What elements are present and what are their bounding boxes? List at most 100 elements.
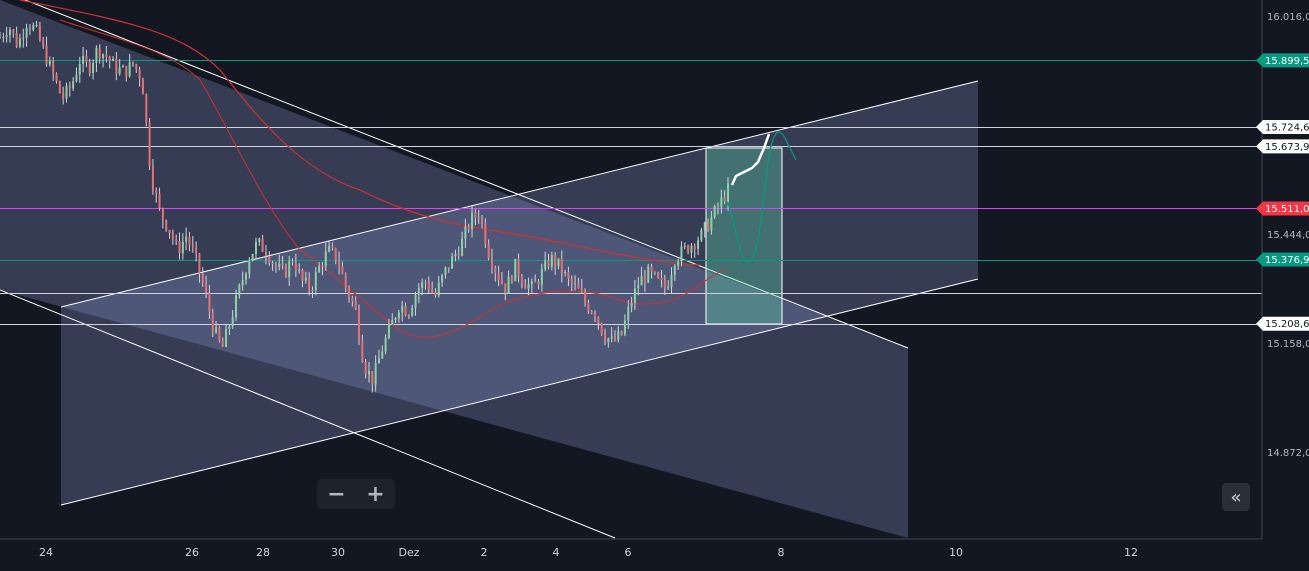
moving-averages	[19, 0, 727, 338]
y-tick-label: 15.158,00	[1267, 339, 1309, 350]
candle	[643, 270, 646, 292]
candle	[178, 232, 181, 260]
candle	[168, 229, 171, 239]
projection-layer	[725, 131, 797, 263]
candle	[447, 267, 450, 273]
candle	[112, 56, 115, 62]
candle	[590, 309, 593, 315]
candle	[328, 241, 331, 253]
candle	[171, 229, 174, 245]
zoom-out-button[interactable]: −	[327, 481, 346, 507]
candle	[271, 260, 274, 271]
candle	[387, 318, 390, 340]
zoom-in-button[interactable]: +	[366, 481, 385, 507]
candle	[35, 20, 38, 28]
candle	[25, 23, 28, 47]
candle	[5, 26, 8, 43]
candle	[85, 49, 88, 68]
candle	[670, 267, 673, 294]
candle	[198, 252, 201, 283]
candle	[467, 223, 470, 233]
candle	[264, 244, 267, 265]
price-axis[interactable]: 16.016,00 15.444,00 15.158,00 14.872,00	[1267, 12, 1309, 459]
candle	[314, 267, 317, 296]
candle	[623, 314, 626, 337]
candle	[620, 330, 623, 336]
candle	[105, 45, 108, 63]
candle	[361, 334, 364, 363]
candles-layer	[0, 20, 729, 393]
candle	[225, 323, 228, 348]
candle	[633, 279, 636, 310]
candle	[487, 239, 490, 261]
y-tick-label: 15.444,00	[1267, 230, 1309, 241]
candle	[351, 295, 354, 307]
candle	[358, 304, 361, 345]
candle	[530, 278, 533, 293]
candle	[434, 288, 437, 298]
candle	[677, 258, 680, 270]
collapse-panel-button[interactable]: «	[1222, 483, 1250, 511]
x-tick-label: 12	[1124, 546, 1138, 559]
candle	[125, 65, 128, 82]
candle	[121, 64, 124, 68]
candle	[205, 275, 208, 299]
candle	[544, 251, 547, 272]
candle	[284, 263, 287, 279]
candle	[587, 299, 590, 314]
candle	[417, 283, 420, 304]
candle	[185, 227, 188, 251]
candle	[12, 28, 15, 38]
candle	[507, 270, 510, 294]
candle	[28, 23, 31, 35]
candle	[215, 320, 218, 334]
x-tick-label: 6	[625, 546, 632, 559]
falling-channel-lower	[0, 289, 616, 539]
candle	[228, 324, 231, 336]
candle	[2, 32, 5, 43]
candle	[161, 207, 164, 229]
candle	[364, 359, 367, 379]
candle	[78, 56, 81, 83]
falling-channel-fill	[0, 0, 908, 538]
candle	[158, 187, 161, 211]
candle	[663, 274, 666, 295]
candle	[404, 302, 407, 317]
candle	[554, 252, 557, 276]
candle	[288, 255, 291, 287]
price-tags: 15.899,56 15.724,60 15.673,90 15.511,02 15.3…	[1256, 53, 1309, 331]
candle	[517, 253, 520, 283]
candle	[32, 22, 35, 32]
candle	[102, 53, 105, 68]
time-axis[interactable]: 24 26 28 30 Dez 2 4 6 8 10 12	[39, 546, 1138, 559]
candle	[22, 28, 25, 48]
candle	[235, 289, 238, 321]
candle	[341, 261, 344, 275]
candle	[524, 279, 527, 289]
candle	[208, 284, 211, 320]
zoom-controls: − +	[317, 479, 395, 509]
candle	[128, 53, 131, 78]
candle	[520, 274, 523, 289]
x-tick-label: 28	[256, 546, 270, 559]
candle	[344, 272, 347, 293]
candle	[444, 266, 447, 279]
candle	[231, 309, 234, 329]
candle	[195, 241, 198, 262]
candle	[474, 209, 477, 225]
candle	[567, 266, 570, 287]
candle	[564, 270, 567, 277]
candle	[610, 327, 613, 343]
candle	[68, 81, 71, 97]
candle	[471, 206, 474, 238]
candle	[281, 255, 284, 270]
candle	[540, 263, 543, 292]
candle	[411, 304, 414, 317]
candle	[653, 271, 656, 276]
candle	[15, 26, 18, 49]
candle	[441, 273, 444, 287]
candle	[673, 263, 676, 282]
price-tag: 15.376,98	[1256, 252, 1309, 267]
